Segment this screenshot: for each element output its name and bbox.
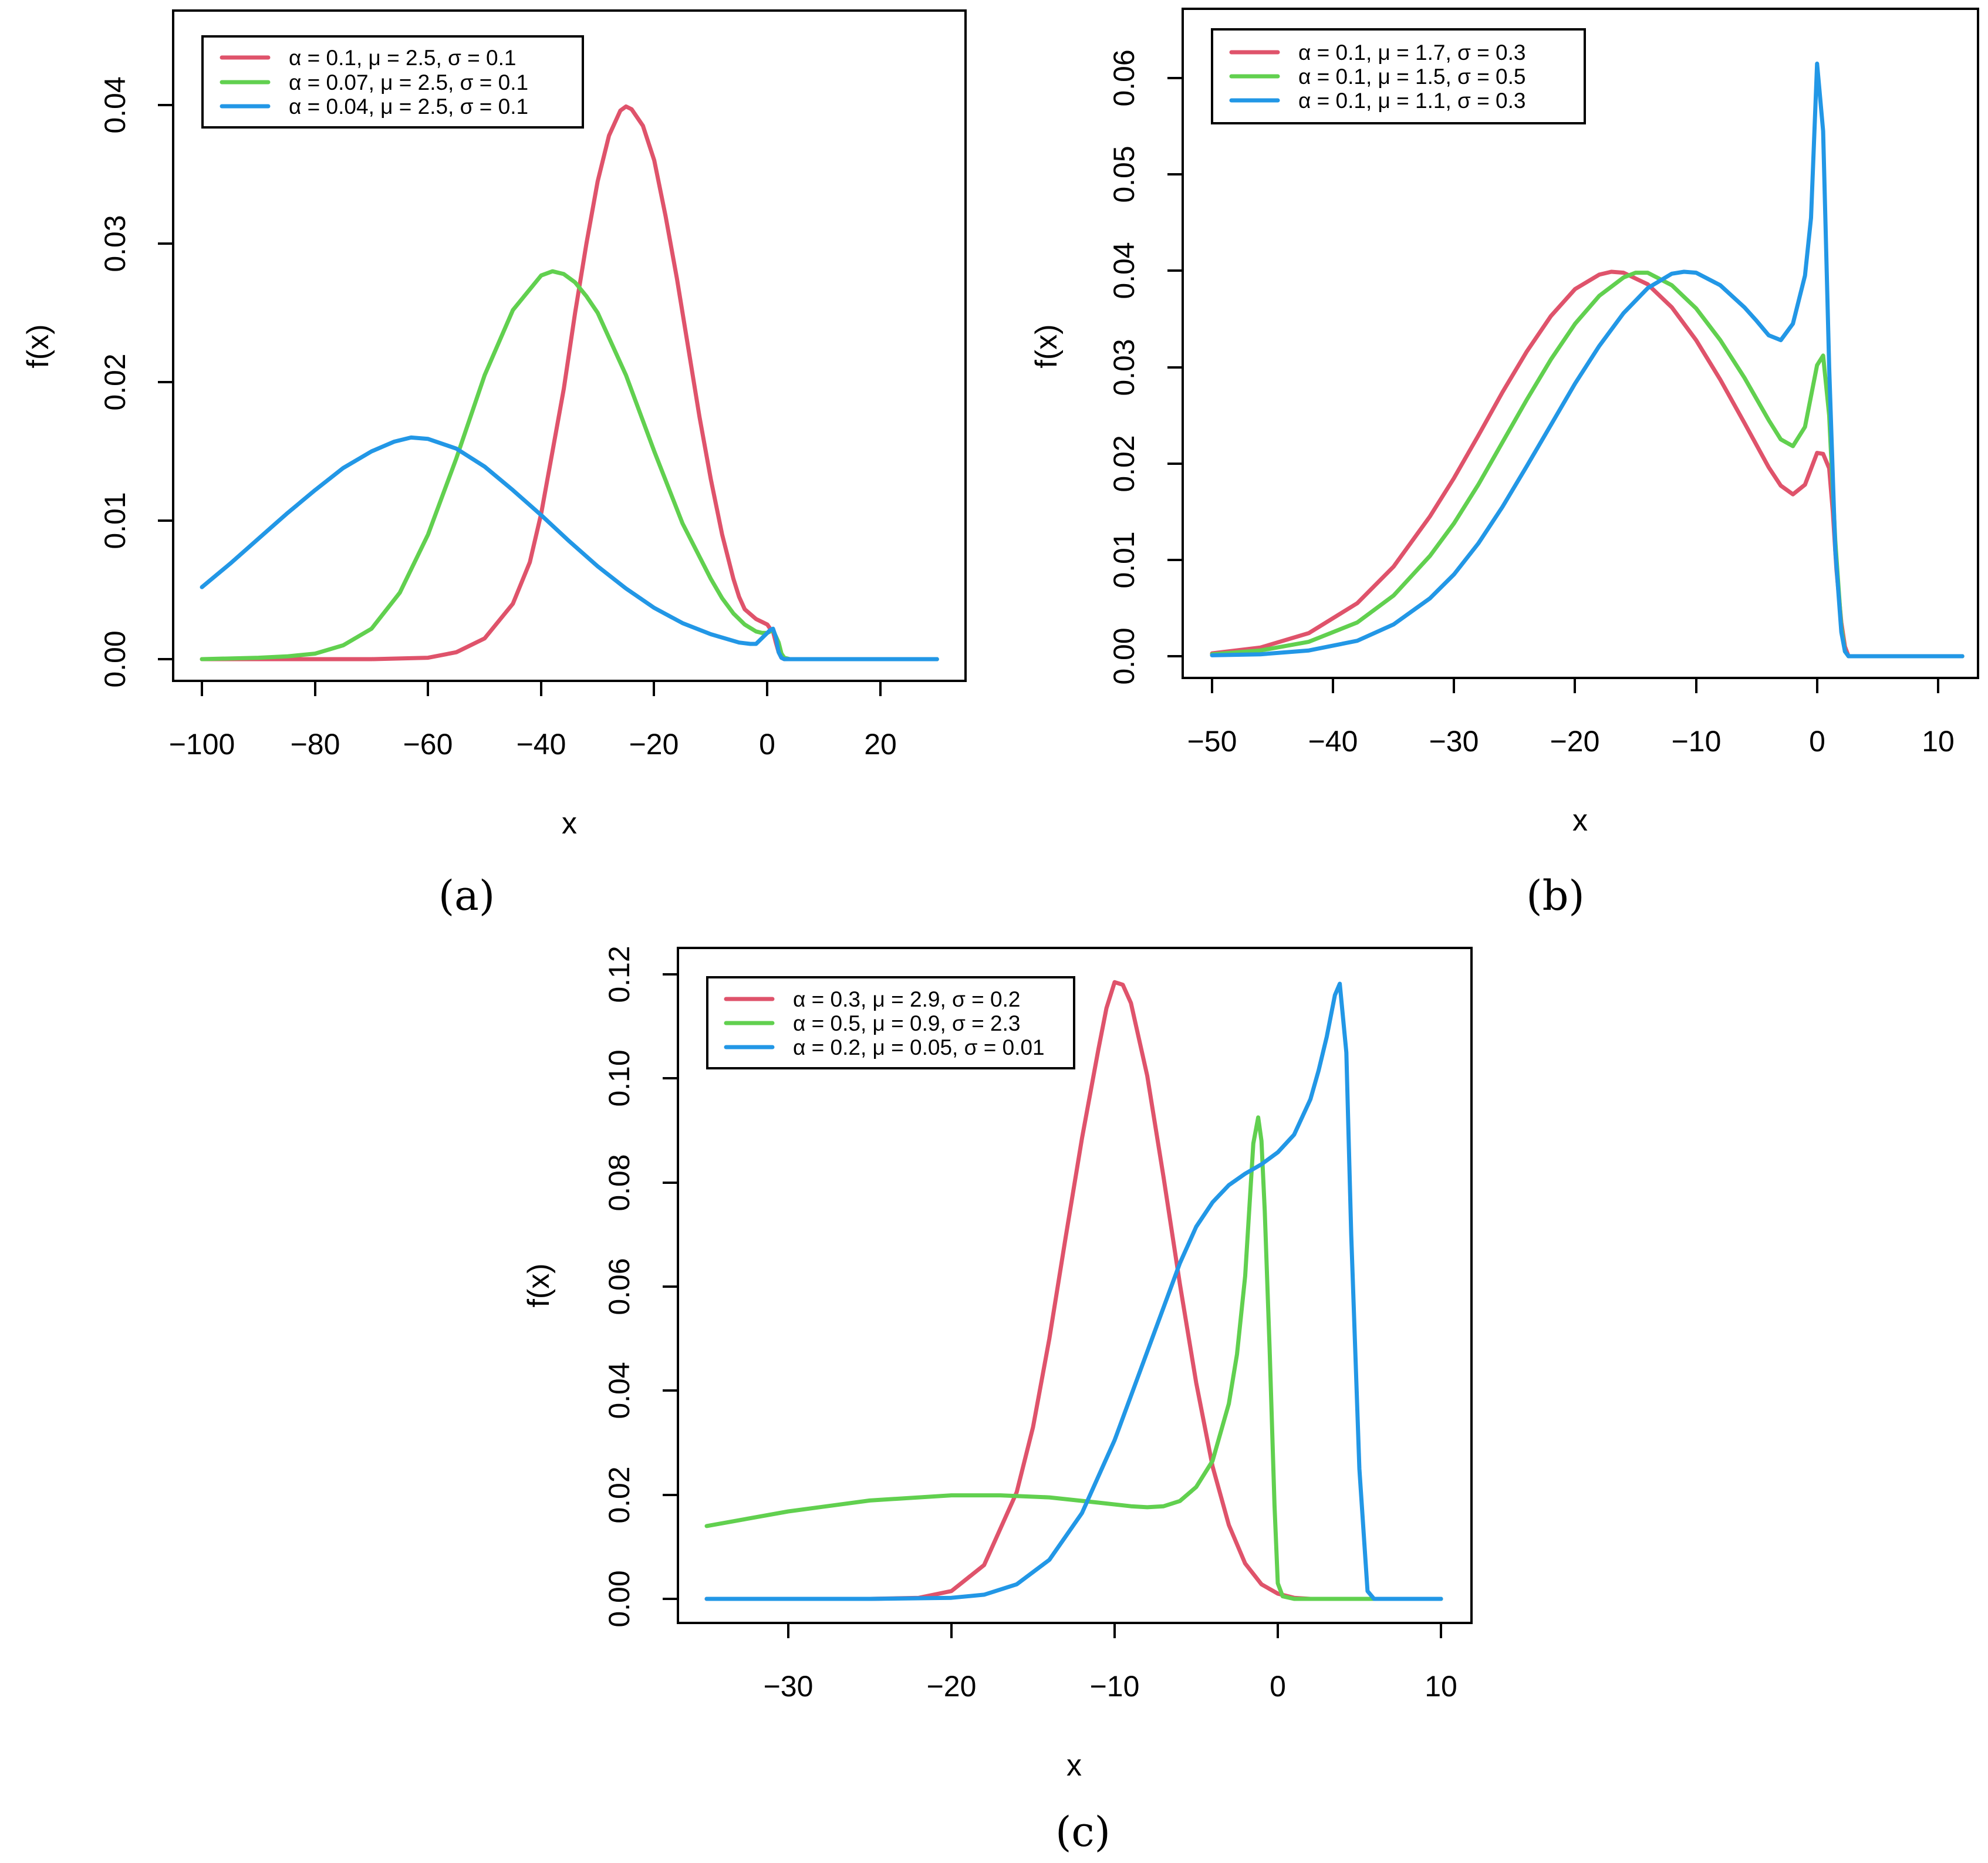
panel-b-legend-entry-2: α = 0.1, μ = 1.5, σ = 0.5 — [1298, 65, 1525, 89]
panel-a-y-tick-label: 0.00 — [99, 630, 131, 687]
panel-c-series-3-line — [704, 981, 1443, 1601]
panel-a-legend-entry-1: α = 0.1, μ = 2.5, σ = 0.1 — [289, 46, 516, 70]
panel-c-legend-entry-2: α = 0.5, μ = 0.9, σ = 2.3 — [793, 1011, 1020, 1035]
panel-b-series-layer — [1210, 61, 1965, 659]
panel-a-y-tick-label: 0.02 — [99, 353, 131, 410]
panel-a-x-tick-label: 20 — [864, 728, 897, 761]
panel-b-caption-label: (b) — [1526, 872, 1584, 920]
panel-a-y-axis-label: f(x) — [21, 324, 55, 368]
panel-a-y-tick-label: 0.04 — [99, 76, 131, 133]
panel-a-x-axis: −100 −80 −60 −40 −20 0 20 — [169, 680, 897, 761]
panel-b-y-tick-label: 0.03 — [1108, 339, 1140, 396]
panel-a-series-2-line — [200, 269, 939, 662]
panel-c-x-axis-label: x — [1066, 1749, 1082, 1783]
panel-c-x-tick-label: −30 — [764, 1670, 814, 1703]
panel-b-x-tick-label: −50 — [1187, 725, 1237, 758]
panel-b-y-tick-label: 0.04 — [1108, 242, 1140, 299]
panel-b-x-tick-label: −20 — [1550, 725, 1600, 758]
panel-a-x-tick-label: −80 — [291, 728, 340, 761]
panel-c-y-tick-label: 0.10 — [603, 1049, 636, 1106]
panel-a-x-tick-label: 0 — [759, 728, 775, 761]
panel-b-legend-box — [1211, 28, 1586, 124]
panel-a-x-axis-label: x — [562, 806, 577, 841]
panel-c-x-tick-label: 10 — [1425, 1670, 1457, 1703]
panel-b-legend-entry-3: α = 0.1, μ = 1.1, σ = 0.3 — [1298, 89, 1525, 113]
panel-c-y-tick-label: 0.02 — [603, 1466, 636, 1523]
panel-a-caption-label: (a) — [438, 872, 495, 920]
panel-a-legend-entry-3: α = 0.04, μ = 2.5, σ = 0.1 — [289, 95, 528, 119]
panel-a-legend-box — [201, 35, 584, 129]
panel-c-series-2-line — [704, 1115, 1443, 1601]
panel-b-y-tick-label: 0.00 — [1108, 627, 1140, 684]
panel-a-y-tick-label: 0.01 — [99, 492, 131, 549]
panel-c-legend: α = 0.3, μ = 2.9, σ = 0.2 α = 0.5, μ = 0… — [706, 976, 1075, 1069]
panel-a-x-tick-label: −100 — [169, 728, 235, 761]
panel-c: −30 −20 −10 0 10 0.00 0.02 0.04 0.06 0.0… — [522, 946, 1473, 1856]
panel-a-x-tick-label: −40 — [517, 728, 566, 761]
panel-b-series-1-line — [1210, 269, 1965, 659]
panel-b-y-tick-label: 0.02 — [1108, 435, 1140, 492]
panel-c-y-axis-label: f(x) — [522, 1263, 556, 1307]
panel-a-series-3-line — [200, 435, 939, 662]
panel-a: −100 −80 −60 −40 −20 0 20 0.00 0.01 0.02… — [21, 9, 967, 920]
panel-b-y-tick-label: 0.01 — [1108, 531, 1140, 588]
panel-c-x-axis: −30 −20 −10 0 10 — [764, 1622, 1457, 1703]
panel-b-series-2-line — [1210, 271, 1965, 659]
panel-a-legend-entry-2: α = 0.07, μ = 2.5, σ = 0.1 — [289, 70, 528, 95]
panel-c-legend-entry-3: α = 0.2, μ = 0.05, σ = 0.01 — [793, 1035, 1045, 1059]
panel-b-series-3-line — [1210, 61, 1965, 659]
panel-b: −50 −40 −30 −20 −10 0 10 0.00 0.01 0.02 … — [1030, 8, 1979, 920]
panel-b-y-axis-label: f(x) — [1030, 324, 1064, 368]
panel-b-legend-entry-1: α = 0.1, μ = 1.7, σ = 0.3 — [1298, 41, 1525, 65]
panel-c-y-tick-label: 0.06 — [603, 1258, 636, 1315]
panel-b-x-tick-label: 10 — [1922, 725, 1955, 758]
panel-a-y-tick-label: 0.03 — [99, 215, 131, 272]
panel-c-y-tick-label: 0.04 — [603, 1362, 636, 1419]
panel-c-x-tick-label: 0 — [1270, 1670, 1286, 1703]
panel-c-x-tick-label: −10 — [1090, 1670, 1140, 1703]
panel-b-y-tick-label: 0.06 — [1108, 49, 1140, 106]
panel-a-legend: α = 0.1, μ = 2.5, σ = 0.1 α = 0.07, μ = … — [201, 35, 584, 129]
panel-c-series-layer — [704, 980, 1443, 1601]
panel-c-y-tick-label: 0.00 — [603, 1570, 636, 1627]
panel-c-series-1-line — [704, 980, 1443, 1601]
panel-c-legend-entry-1: α = 0.3, μ = 2.9, σ = 0.2 — [793, 987, 1020, 1011]
panel-b-x-axis: −50 −40 −30 −20 −10 0 10 — [1187, 677, 1955, 758]
panel-a-y-axis: 0.00 0.01 0.02 0.03 0.04 — [99, 76, 174, 688]
panel-c-y-tick-label: 0.08 — [603, 1154, 636, 1211]
panel-c-x-tick-label: −20 — [927, 1670, 977, 1703]
panel-c-legend-box — [706, 976, 1075, 1069]
panel-a-series-layer — [200, 104, 939, 662]
panel-a-series-1-line — [200, 104, 939, 662]
panel-c-y-axis: 0.00 0.02 0.04 0.06 0.08 0.10 0.12 — [603, 946, 679, 1628]
panel-b-x-tick-label: −10 — [1672, 725, 1722, 758]
panel-c-y-tick-label: 0.12 — [603, 946, 636, 1003]
panel-b-x-tick-label: −40 — [1308, 725, 1358, 758]
panel-a-x-tick-label: −20 — [629, 728, 679, 761]
panel-b-x-tick-label: 0 — [1809, 725, 1825, 758]
panel-b-y-axis: 0.00 0.01 0.02 0.03 0.04 0.05 0.06 — [1108, 49, 1184, 685]
panel-b-x-axis-label: x — [1572, 804, 1588, 838]
panel-b-x-tick-label: −30 — [1429, 725, 1479, 758]
panel-c-caption-label: (c) — [1055, 1808, 1111, 1856]
panel-b-y-tick-label: 0.05 — [1108, 146, 1140, 203]
panel-b-legend: α = 0.1, μ = 1.7, σ = 0.3 α = 0.1, μ = 1… — [1211, 28, 1586, 124]
panel-a-x-tick-label: −60 — [403, 728, 453, 761]
